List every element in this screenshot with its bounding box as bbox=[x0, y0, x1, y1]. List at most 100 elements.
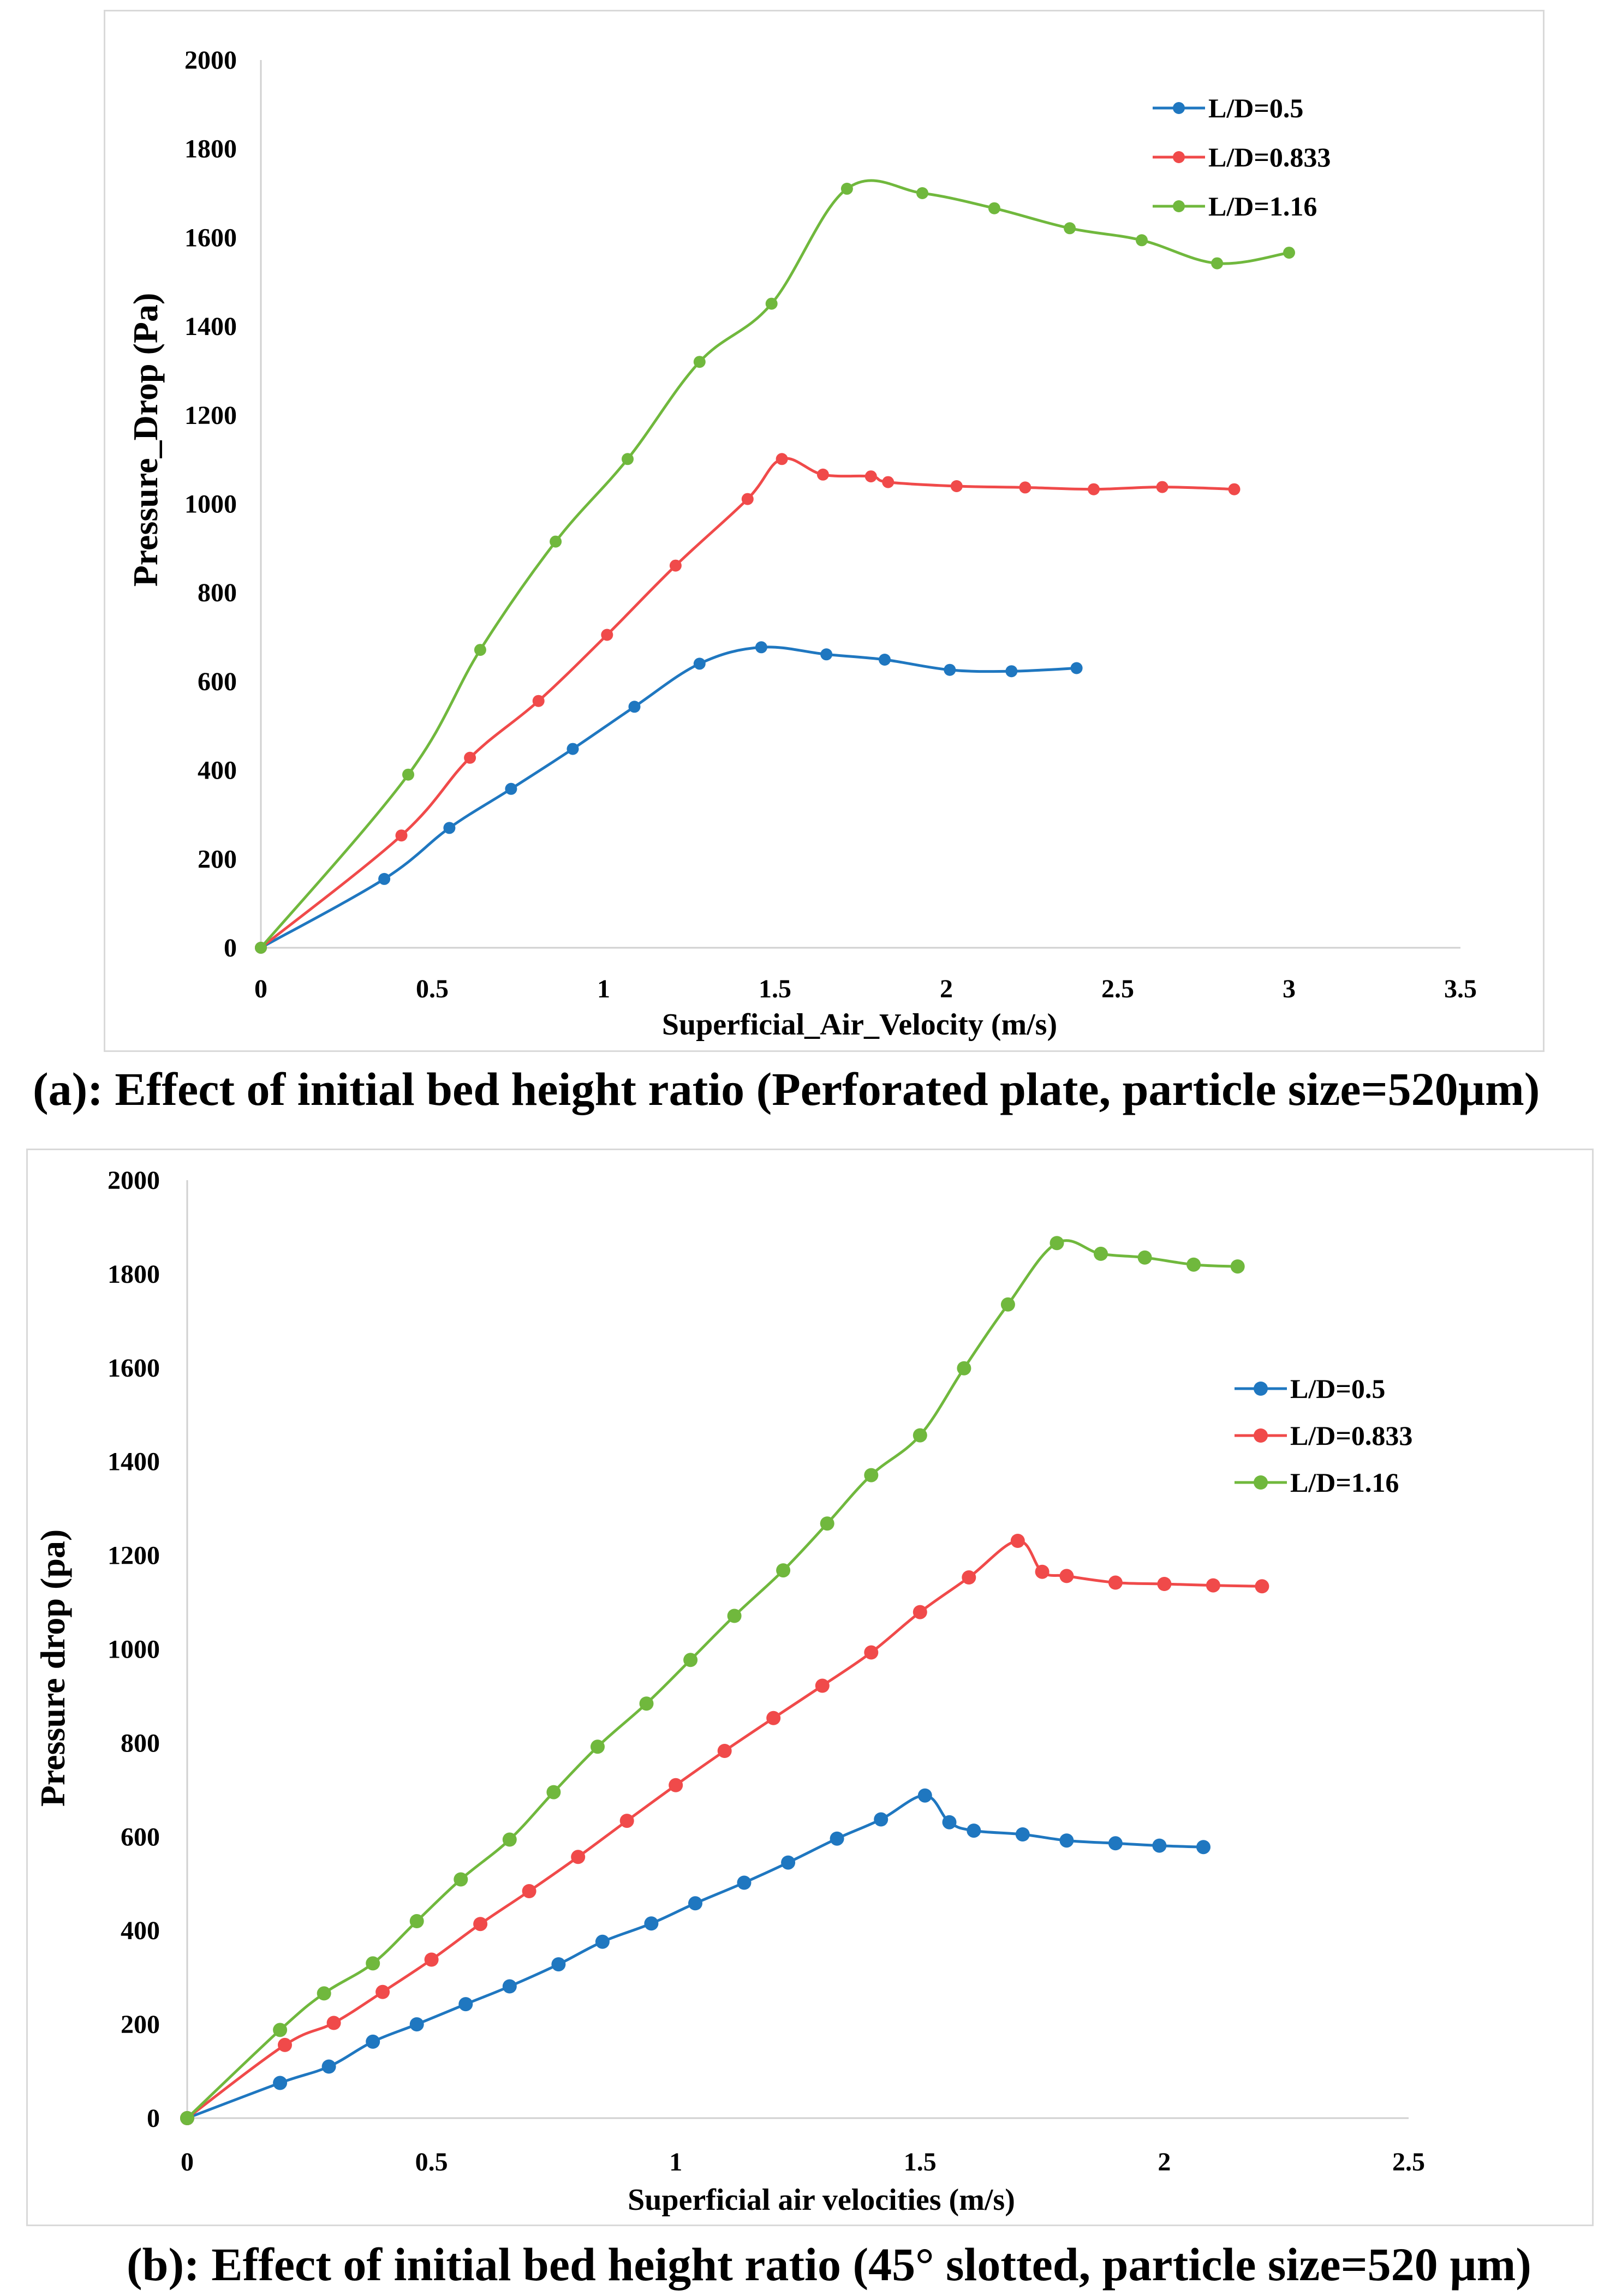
chart-a-series-l-d-0-833-line bbox=[259, 457, 1236, 949]
chart-a-series-l-d-0-833-point bbox=[669, 559, 682, 572]
chart-b-y-tick-label: 0 bbox=[147, 2104, 160, 2133]
chart-b-series-l-d-0-5-point bbox=[830, 1831, 844, 1846]
chart-a-y-tick-label: 1800 bbox=[184, 135, 237, 164]
chart-b-series-l-d-0-833-point bbox=[424, 1952, 439, 1967]
chart-b-x-tick-label: 2 bbox=[1158, 2148, 1171, 2177]
chart-b-series-l-d-0-833-point bbox=[1059, 1569, 1074, 1583]
chart-a-y-tick-label: 0 bbox=[224, 934, 237, 962]
chart-b-series-l-d-0-833-point bbox=[375, 1984, 390, 1999]
chart-b-series-l-d-0-833-point bbox=[913, 1605, 927, 1619]
chart-b-series-l-d-0-833-point bbox=[815, 1678, 830, 1693]
chart-b-series-l-d-1-16-point bbox=[502, 1832, 517, 1847]
chart-b: Pressure drop (pa) Superficial air veloc… bbox=[33, 1166, 1425, 2217]
chart-a-y-tick-label: 1000 bbox=[184, 490, 237, 519]
chart-b-series-l-d-0-5-point bbox=[595, 1934, 610, 1949]
chart-b-series-l-d-1-16-point bbox=[366, 1956, 380, 1971]
chart-b-series-l-d-0-5-point bbox=[781, 1855, 796, 1870]
chart-a-legend-swatch-marker bbox=[1173, 102, 1185, 114]
chart-b-legend-swatch-marker bbox=[1254, 1475, 1268, 1490]
chart-b-series-l-d-1-16-point bbox=[683, 1653, 698, 1667]
chart-a-legend-label: L/D=0.5 bbox=[1208, 93, 1303, 123]
chart-b-series-l-d-1-16-point bbox=[1137, 1250, 1152, 1265]
chart-a-legend-label: L/D=0.833 bbox=[1208, 142, 1331, 172]
chart-a-series-l-d-0-5-point bbox=[879, 654, 891, 666]
chart-b-y-tick-label: 400 bbox=[121, 1916, 160, 1945]
chart-b-series-l-d-1-16-point bbox=[1230, 1259, 1245, 1274]
chart-a-series-l-d-0-833-point bbox=[1228, 483, 1241, 495]
chart-b-series-l-d-0-833-point bbox=[1010, 1534, 1025, 1548]
chart-b-series-l-d-0-833-point bbox=[1255, 1579, 1269, 1594]
chart-b-series-l-d-1-16-point bbox=[957, 1361, 971, 1376]
chart-a-series-l-d-0-833-point bbox=[950, 480, 963, 492]
chart-b-series-l-d-0-5-point bbox=[1196, 1840, 1211, 1855]
chart-a-x-tick-label: 0.5 bbox=[416, 974, 449, 1003]
chart-b-series-l-d-1-16-point bbox=[864, 1468, 879, 1482]
chart-a-legend-swatch-marker bbox=[1173, 200, 1185, 212]
chart-b-series-l-d-0-833-point bbox=[326, 2016, 341, 2030]
chart-a-series-l-d-0-833-point bbox=[601, 629, 613, 641]
chart-b-y-tick-label: 1400 bbox=[108, 1448, 160, 1476]
chart-b-series-l-d-1-16-point bbox=[1050, 1236, 1064, 1251]
chart-a-caption: (a): Effect of initial bed height ratio … bbox=[33, 1063, 1540, 1115]
chart-a-y-tick-label: 400 bbox=[198, 756, 237, 785]
chart-a-y-tick-label: 600 bbox=[198, 667, 237, 696]
chart-b-y-tick-label: 1000 bbox=[108, 1635, 160, 1664]
chart-b-series-l-d-0-833-point bbox=[1206, 1578, 1220, 1593]
chart-a-y-axis-label: Pressure_Drop (Pa) bbox=[126, 293, 165, 587]
chart-a-x-axis-label: Superficial_Air_Velocity (m/s) bbox=[662, 1008, 1057, 1042]
chart-a-series-l-d-0-833-point bbox=[864, 470, 877, 483]
chart-a: Pressure_Drop (Pa) Superficial_Air_Veloc… bbox=[126, 46, 1477, 1042]
chart-a-series-l-d-0-5-point bbox=[443, 822, 456, 834]
chart-b-series-l-d-0-833-point bbox=[278, 2037, 292, 2052]
chart-b-series-l-d-0-5-point bbox=[273, 2076, 288, 2090]
chart-a-series-l-d-0-833-point bbox=[816, 468, 829, 481]
chart-a-series-l-d-0-833-point bbox=[395, 829, 408, 842]
chart-b-series-l-d-0-5-point bbox=[409, 2017, 424, 2032]
chart-b-x-tick-label: 0.5 bbox=[415, 2148, 448, 2177]
chart-a-series-l-d-0-5-point bbox=[693, 657, 706, 670]
chart-a-series-l-d-1-16-point bbox=[255, 942, 267, 954]
chart-a-series-l-d-0-833-point bbox=[741, 493, 754, 505]
chart-b-legend-swatch-marker bbox=[1254, 1382, 1268, 1396]
chart-a-series-l-d-0-833-point bbox=[1088, 483, 1100, 495]
chart-b-series-l-d-0-833-line bbox=[186, 1539, 1263, 2120]
chart-a-series-l-d-1-16-line bbox=[259, 179, 1291, 949]
chart-a-series-l-d-1-16-point bbox=[474, 644, 486, 656]
chart-a-series-l-d-0-5-point bbox=[944, 663, 956, 676]
chart-a-y-tick-label: 800 bbox=[198, 578, 237, 607]
chart-b-x-tick-label: 0 bbox=[181, 2148, 194, 2177]
chart-b-series-l-d-0-5-point bbox=[874, 1812, 889, 1827]
chart-a-series-l-d-0-5-point bbox=[1070, 662, 1083, 674]
chart-a-series-l-d-1-16-point bbox=[1064, 222, 1076, 235]
chart-b-series-l-d-0-833-point bbox=[669, 1778, 683, 1792]
chart-b-series-l-d-1-16-point bbox=[409, 1914, 424, 1928]
chart-b-x-tick-label: 1 bbox=[669, 2148, 682, 2177]
chart-b-series-l-d-0-833-point bbox=[1108, 1575, 1123, 1590]
chart-a-series-l-d-1-16-point bbox=[840, 182, 853, 195]
chart-a-series-l-d-0-833-point bbox=[464, 751, 476, 764]
chart-b-y-tick-label: 1600 bbox=[108, 1354, 160, 1383]
chart-b-series-l-d-0-833-point bbox=[1035, 1564, 1050, 1579]
chart-a-y-tick-label: 2000 bbox=[184, 46, 237, 75]
chart-b-series-l-d-0-5-point bbox=[688, 1896, 702, 1911]
chart-b-series-l-d-1-16-point bbox=[639, 1696, 654, 1711]
chart-a-x-tick-label: 1.5 bbox=[759, 974, 791, 1003]
chart-a-series-l-d-0-5-point bbox=[628, 701, 641, 713]
chart-a-series-l-d-1-16-point bbox=[1136, 234, 1148, 247]
chart-b-series-l-d-0-5-point bbox=[502, 1979, 517, 1994]
chart-b-y-tick-label: 800 bbox=[121, 1729, 160, 1757]
chart-a-series-l-d-1-16-point bbox=[693, 356, 706, 368]
chart-b-legend-label: L/D=1.16 bbox=[1290, 1467, 1399, 1498]
chart-b-series-l-d-1-16-point bbox=[1094, 1246, 1108, 1261]
chart-a-series-l-d-1-16-point bbox=[988, 202, 1000, 214]
chart-a-series-l-d-0-5-point bbox=[505, 782, 517, 795]
chart-a-legend-label: L/D=1.16 bbox=[1208, 191, 1317, 222]
chart-b-series-l-d-0-5-point bbox=[458, 1997, 473, 2012]
chart-a-series-l-d-0-5-point bbox=[755, 641, 767, 654]
chart-a-series-l-d-0-5-line bbox=[259, 645, 1078, 949]
chart-a-series-l-d-1-16-point bbox=[765, 297, 778, 310]
chart-a-series-l-d-0-5-point bbox=[820, 648, 833, 661]
chart-b-y-tick-label: 1800 bbox=[108, 1260, 160, 1289]
chart-b-series-l-d-0-833-point bbox=[962, 1570, 976, 1585]
chart-a-y-tick-label: 1600 bbox=[184, 223, 237, 252]
